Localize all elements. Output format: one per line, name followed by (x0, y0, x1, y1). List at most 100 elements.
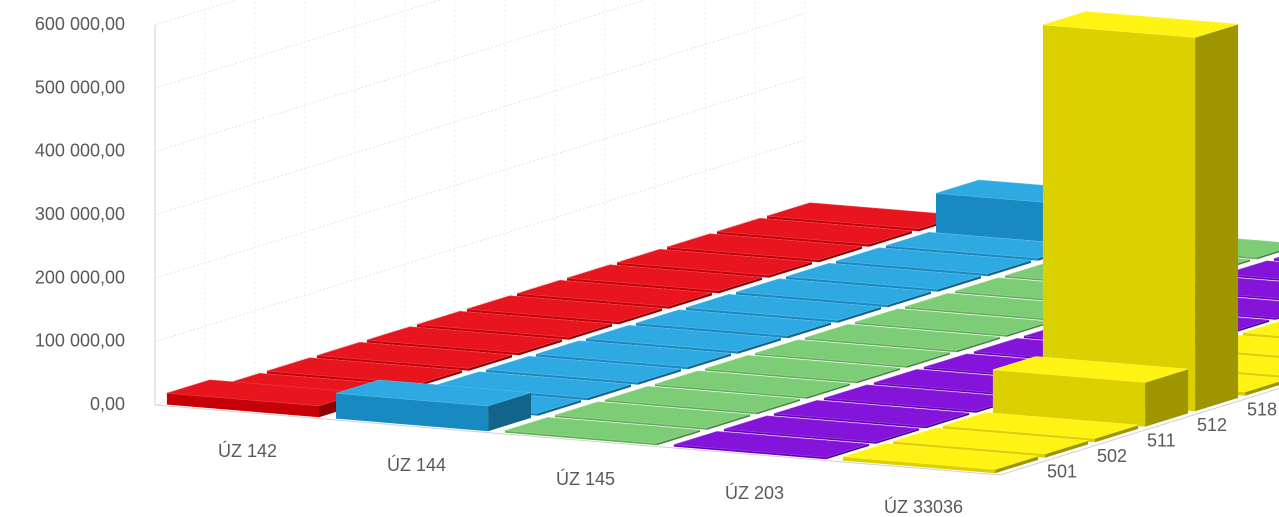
y-tick-label: 500 000,00 (35, 77, 125, 97)
bar-front (316, 355, 469, 371)
bar-side (888, 291, 931, 308)
bar-top (1242, 321, 1279, 337)
bar-side (788, 322, 831, 339)
bar-top (735, 278, 932, 306)
bar-top (635, 309, 832, 337)
bar-front (873, 382, 1027, 398)
bar (835, 247, 1032, 277)
y-tick-label: 100 000,00 (35, 331, 125, 351)
bar (1273, 256, 1279, 262)
bar-front (636, 323, 788, 339)
bar-side (857, 368, 900, 384)
bar-top (942, 412, 1139, 439)
bar-side (638, 368, 681, 385)
bar (616, 248, 813, 278)
bar-side (938, 275, 981, 292)
bar-top (435, 371, 632, 399)
bar (992, 356, 1189, 427)
bar-side (688, 353, 731, 370)
bar-top (485, 355, 682, 383)
bar-front (555, 415, 707, 430)
grid-line (154, 139, 806, 343)
bar-side (657, 430, 700, 446)
bar (554, 401, 751, 430)
bar-top (666, 233, 863, 261)
bar-front (586, 338, 738, 354)
depth-axis-line (999, 387, 1279, 476)
bar-top (535, 340, 732, 368)
bar-top (604, 386, 801, 413)
bar (735, 278, 932, 308)
bar-front (486, 369, 638, 385)
depth-tick-label: 502 (1097, 446, 1127, 466)
bar-front (504, 430, 657, 446)
bar-top (892, 427, 1089, 455)
depth-axis-labels: 501502511512518521524525527549551558591 (1047, 399, 1277, 481)
bar-side (1195, 24, 1239, 412)
bar-side (807, 383, 850, 399)
y-tick-label: 400 000,00 (35, 141, 125, 161)
depth-tick-label: 501 (1047, 461, 1077, 481)
bar-front (723, 429, 877, 444)
bar-side (619, 308, 662, 325)
bar-top (1273, 256, 1279, 260)
bar-top (516, 279, 713, 307)
bar-side (819, 246, 862, 263)
bar-front (466, 309, 619, 325)
bar (654, 370, 851, 399)
bar-top (1042, 11, 1239, 38)
bar-side (1245, 381, 1279, 396)
bar-top (504, 417, 701, 444)
bar (804, 324, 1001, 353)
bar (604, 386, 801, 415)
y-tick-label: 0,00 (90, 394, 125, 414)
x-tick-label: ÚZ 203 (725, 482, 784, 503)
bar-top (554, 401, 751, 429)
bar-front (617, 262, 769, 278)
bar (685, 293, 882, 323)
bar-side (519, 339, 562, 356)
bar (854, 308, 1051, 337)
bar-top (992, 356, 1189, 383)
bar (585, 324, 782, 354)
bar-front (842, 456, 996, 474)
bar-front (736, 292, 888, 308)
bar-top (716, 217, 913, 245)
x-tick-label: ÚZ 33036 (884, 496, 963, 517)
bar-front (767, 216, 919, 232)
bar (1042, 11, 1239, 412)
bar-side (538, 399, 581, 416)
bar-side (1007, 321, 1050, 337)
bar-side (838, 306, 881, 323)
bar-front (855, 322, 1007, 337)
bar-front (536, 354, 688, 370)
bar (754, 339, 951, 368)
bar (366, 326, 563, 356)
bar-side (957, 337, 1000, 353)
bar-front (755, 353, 907, 368)
grid-line (154, 0, 646, 153)
bar (516, 279, 713, 309)
bar-front (667, 247, 819, 263)
bar-side (769, 261, 812, 278)
bar-side (707, 414, 750, 430)
bar-top (566, 264, 763, 292)
bar (723, 415, 920, 444)
bar (635, 309, 832, 339)
bar-side (757, 399, 800, 415)
y-tick-label: 200 000,00 (35, 267, 125, 287)
x-tick-label: ÚZ 145 (556, 468, 615, 489)
bar (466, 295, 663, 325)
bar-side (1095, 425, 1139, 443)
bar-side (669, 292, 712, 309)
x-axis-line (154, 404, 1001, 476)
bar-front (517, 293, 669, 309)
bar (773, 400, 970, 429)
bar-front (905, 306, 1057, 322)
grid-line (154, 13, 806, 216)
bar-top (704, 355, 901, 382)
gridlines (154, 0, 806, 406)
bar-front (416, 324, 569, 340)
bar-side (1145, 369, 1189, 427)
